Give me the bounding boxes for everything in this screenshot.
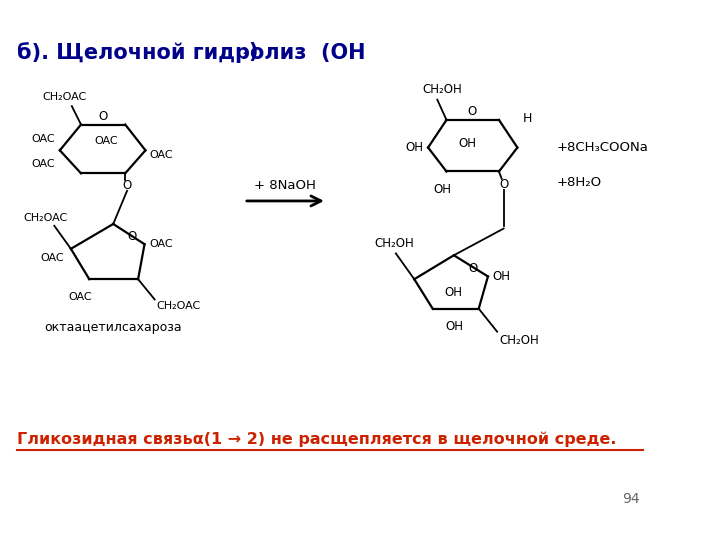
Text: OAC: OAC [94, 136, 117, 146]
Text: +8H₂O: +8H₂O [557, 176, 602, 189]
Text: OAC: OAC [149, 239, 173, 249]
Text: OAC: OAC [40, 253, 63, 263]
Text: OH: OH [446, 320, 464, 333]
Text: CH₂OAC: CH₂OAC [42, 92, 86, 103]
Text: CH₂OH: CH₂OH [374, 237, 414, 249]
Text: O: O [468, 105, 477, 118]
Text: -: - [242, 46, 248, 60]
Text: OH: OH [405, 141, 423, 154]
Text: б). Щелочной гидролиз  (OH: б). Щелочной гидролиз (OH [17, 42, 365, 63]
Text: O: O [99, 110, 108, 123]
Text: OH: OH [459, 137, 477, 150]
Text: 94: 94 [622, 492, 640, 505]
Text: CH₂OAC: CH₂OAC [156, 301, 201, 311]
Text: OAC: OAC [32, 159, 55, 169]
Text: OAC: OAC [32, 134, 55, 144]
Text: OAC: OAC [68, 292, 92, 302]
Text: +8CH₃COONa: +8CH₃COONa [557, 141, 649, 154]
Text: октаацетилсахароза: октаацетилсахароза [44, 321, 182, 334]
Text: + 8NaOH: + 8NaOH [254, 179, 316, 192]
Text: O: O [499, 178, 508, 191]
Text: OH: OH [492, 270, 510, 283]
Text: OAC: OAC [149, 150, 173, 160]
Text: H: H [523, 112, 532, 125]
Text: CH₂OH: CH₂OH [422, 83, 462, 96]
Text: OH: OH [445, 286, 463, 299]
Text: O: O [469, 262, 478, 275]
Text: OH: OH [433, 183, 451, 195]
Text: Гликозидная связьα(1 → 2) не расщепляется в щелочной среде.: Гликозидная связьα(1 → 2) не расщепляетс… [17, 431, 616, 447]
Text: CH₂OH: CH₂OH [499, 334, 539, 347]
Text: ): ) [248, 42, 258, 62]
Text: O: O [122, 179, 132, 192]
Text: O: O [127, 231, 136, 244]
Text: CH₂OAC: CH₂OAC [23, 213, 67, 223]
